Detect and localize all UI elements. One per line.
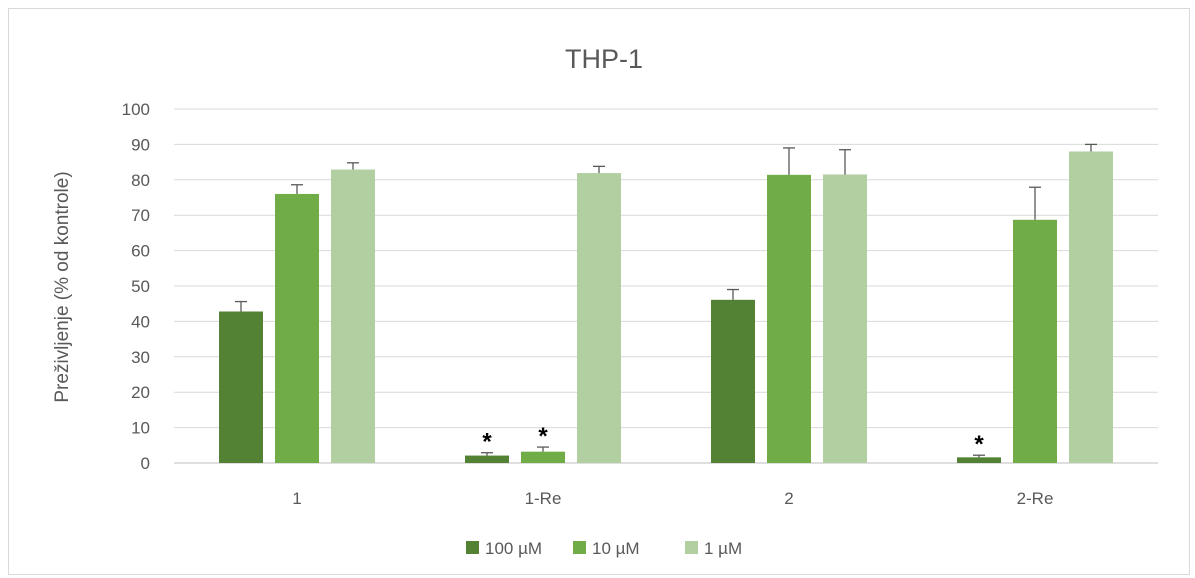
y-tick-label: 0 bbox=[141, 454, 150, 473]
bar bbox=[465, 455, 509, 463]
legend-label: 100 µM bbox=[485, 539, 542, 558]
bar bbox=[331, 169, 375, 463]
legend: 100 µM 10 µM 1 µM bbox=[466, 539, 742, 558]
bar bbox=[577, 173, 621, 463]
bar bbox=[711, 299, 755, 463]
x-tick-label: 1 bbox=[292, 489, 301, 508]
x-tick-label: 2 bbox=[784, 489, 793, 508]
gridlines bbox=[174, 108, 1158, 464]
x-axis-ticks: 1 1-Re 2 2-Re bbox=[292, 489, 1053, 508]
bar bbox=[1069, 151, 1113, 464]
x-tick-label: 1-Re bbox=[525, 489, 562, 508]
y-tick-label: 60 bbox=[131, 242, 150, 261]
bar bbox=[1013, 219, 1057, 463]
bar-series-group: * * * bbox=[219, 143, 1113, 464]
y-tick-label: 50 bbox=[131, 277, 150, 296]
y-tick-label: 90 bbox=[131, 135, 150, 154]
y-tick-label: 40 bbox=[131, 312, 150, 331]
legend-label: 10 µM bbox=[592, 539, 640, 558]
chart-title: THP-1 bbox=[565, 44, 643, 74]
significance-marker: * bbox=[974, 431, 984, 458]
bar bbox=[219, 311, 263, 463]
significance-marker: * bbox=[538, 423, 548, 450]
y-tick-label: 20 bbox=[131, 383, 150, 402]
x-tick-label: 2-Re bbox=[1017, 489, 1054, 508]
y-tick-label: 70 bbox=[131, 206, 150, 225]
bar bbox=[521, 451, 565, 463]
y-axis-ticks: 0 10 20 30 40 50 60 70 80 90 100 bbox=[122, 100, 150, 473]
bar bbox=[823, 174, 867, 464]
y-tick-label: 80 bbox=[131, 171, 150, 190]
y-tick-label: 30 bbox=[131, 348, 150, 367]
legend-swatch bbox=[466, 541, 479, 554]
legend-swatch bbox=[685, 541, 698, 554]
y-tick-label: 10 bbox=[131, 419, 150, 438]
bar bbox=[767, 174, 811, 463]
y-axis-label: Preživljenje (% od kontrole) bbox=[52, 171, 73, 402]
bar bbox=[275, 193, 319, 463]
legend-label: 1 µM bbox=[704, 539, 742, 558]
y-tick-label: 100 bbox=[122, 100, 150, 119]
bar bbox=[957, 457, 1001, 463]
significance-marker: * bbox=[482, 429, 492, 456]
legend-swatch bbox=[573, 541, 586, 554]
